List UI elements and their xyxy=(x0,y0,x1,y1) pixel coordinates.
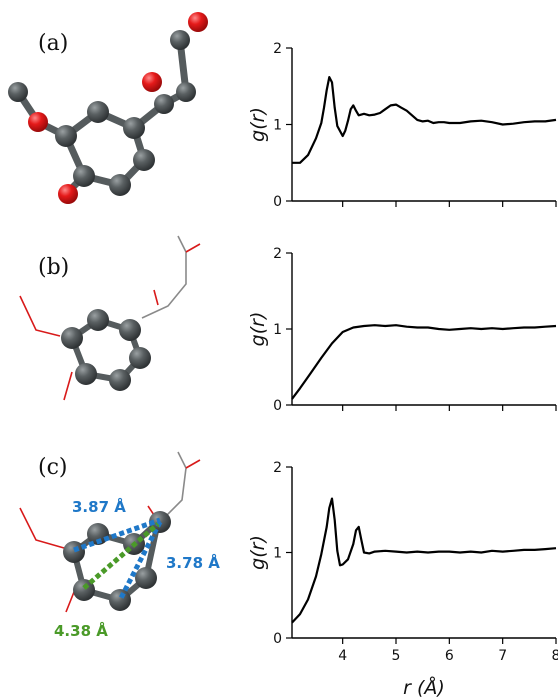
carbon-atom xyxy=(176,82,196,102)
oxygen-atom xyxy=(188,12,208,32)
carbon-atom xyxy=(154,94,174,114)
y-tick-label: 2 xyxy=(273,460,282,476)
panel-label-c: (c) xyxy=(38,455,68,480)
carbon-atom xyxy=(63,541,85,563)
y-tick-label: 1 xyxy=(273,118,282,134)
carbon-atom xyxy=(109,369,131,391)
carbon-atom xyxy=(73,165,95,187)
carbon-atom xyxy=(55,125,77,147)
distance-label-3: 4.38 Å xyxy=(54,621,108,640)
rdf-charts: 0 1 2 g(r) 0 1 2 g(r) 0 1 2 4 5 6 7 8 g(r) r (Å) xyxy=(247,41,558,699)
oxygen-atom xyxy=(142,72,162,92)
carbon-atom xyxy=(87,101,109,123)
distance-label-1: 3.87 Å xyxy=(72,497,126,516)
carbon-atom xyxy=(133,149,155,171)
distance-line-blue-top xyxy=(73,517,161,553)
distance-line-green xyxy=(82,522,160,590)
x-axis-label: r (Å) xyxy=(403,676,445,699)
distance-label-2: 3.78 Å xyxy=(166,553,220,572)
rdf-chart-2: 0 1 2 4 5 6 7 8 g(r) xyxy=(247,460,558,664)
carbon-atom xyxy=(129,347,151,369)
carbon-atom xyxy=(8,82,28,102)
distance-lines xyxy=(73,517,163,602)
x-tick-label: 5 xyxy=(392,648,401,664)
x-tick-label: 6 xyxy=(445,648,454,664)
carbon-atom xyxy=(87,523,109,545)
carbon-atom xyxy=(75,363,97,385)
oxygen-atom xyxy=(28,112,48,132)
molecule-b: (b) xyxy=(19,235,201,401)
atoms-c xyxy=(63,511,171,611)
panel-label-b: (b) xyxy=(38,255,69,280)
carbon-atom xyxy=(135,567,157,589)
molecule-c: (c) 3.87 Å 3.78 Å 4.38 Å xyxy=(19,451,220,640)
y-tick-label: 0 xyxy=(273,194,282,210)
y-tick-label: 1 xyxy=(273,322,282,338)
rdf-curve xyxy=(291,497,557,624)
x-tick-label: 8 xyxy=(552,648,558,664)
y-axis-label: g(r) xyxy=(247,107,269,142)
carbon-atom xyxy=(170,30,190,50)
y-axis-label: g(r) xyxy=(247,312,269,347)
y-tick-label: 0 xyxy=(273,398,282,414)
carbon-atom xyxy=(73,579,95,601)
y-axis-label: g(r) xyxy=(247,535,269,570)
y-tick-label: 2 xyxy=(273,41,282,57)
panel-label-a: (a) xyxy=(38,31,68,56)
y-tick-label: 1 xyxy=(273,546,282,562)
atoms-a xyxy=(8,12,208,204)
carbon-atom xyxy=(123,117,145,139)
wire-bonds-b xyxy=(19,235,201,401)
carbon-atom xyxy=(87,309,109,331)
molecule-a: (a) xyxy=(8,12,208,204)
carbon-atom xyxy=(109,174,131,196)
oxygen-atom xyxy=(58,184,78,204)
carbon-atom xyxy=(109,589,131,611)
x-tick-label: 7 xyxy=(498,648,507,664)
rdf-chart-1: 0 1 2 g(r) xyxy=(247,246,557,414)
x-tick-label: 4 xyxy=(338,648,347,664)
carbon-atom xyxy=(61,327,83,349)
carbon-atom xyxy=(119,319,141,341)
rdf-curve xyxy=(292,75,557,164)
y-tick-label: 0 xyxy=(273,631,282,647)
distance-line-blue-right xyxy=(117,520,163,602)
rdf-chart-0: 0 1 2 g(r) xyxy=(247,41,557,210)
y-tick-label: 2 xyxy=(273,246,282,262)
rdf-curve xyxy=(291,324,557,400)
atoms-b xyxy=(61,309,151,391)
